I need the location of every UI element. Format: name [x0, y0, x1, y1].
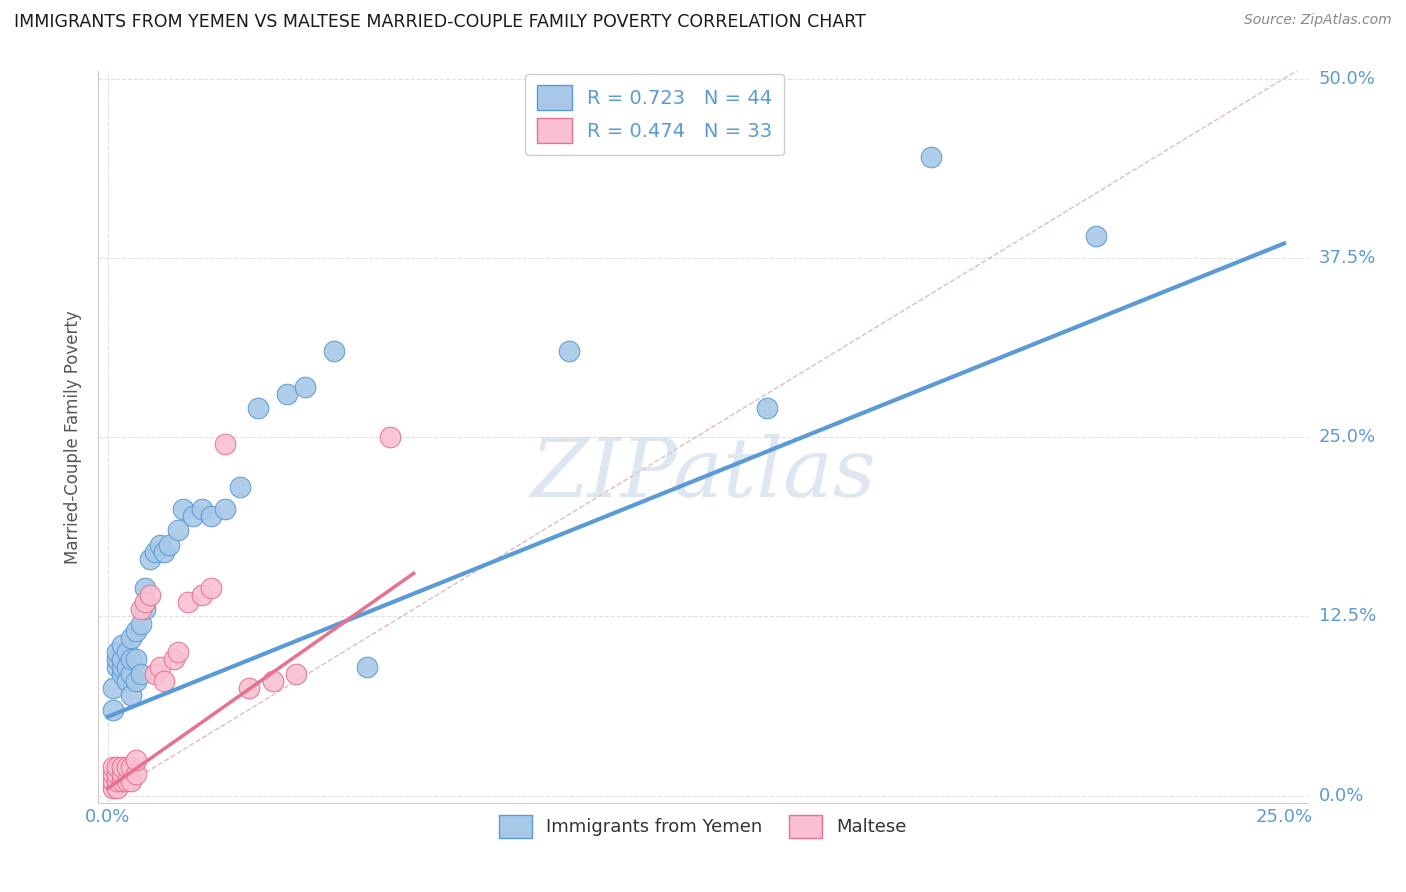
Point: [120, 774, 142, 789]
Point: [149, 538, 172, 552]
Point: [105, 652, 128, 666]
Point: [238, 681, 260, 695]
Point: [105, 774, 128, 789]
Point: [115, 760, 138, 774]
Y-axis label: Married-Couple Family Poverty: Married-Couple Family Poverty: [65, 310, 83, 564]
Point: [111, 760, 134, 774]
Text: 0.0%: 0.0%: [1319, 787, 1364, 805]
Point: [157, 538, 180, 552]
Point: [285, 666, 308, 681]
Text: IMMIGRANTS FROM YEMEN VS MALTESE MARRIED-COUPLE FAMILY POVERTY CORRELATION CHART: IMMIGRANTS FROM YEMEN VS MALTESE MARRIED…: [14, 13, 866, 31]
Point: [139, 588, 162, 602]
Point: [755, 401, 778, 416]
Point: [378, 430, 401, 444]
Point: [191, 588, 214, 602]
Point: [129, 616, 152, 631]
Point: [105, 781, 128, 796]
Point: [115, 659, 138, 673]
Point: [115, 673, 138, 688]
Point: [129, 666, 152, 681]
Point: [115, 774, 138, 789]
Point: [125, 624, 148, 638]
Point: [153, 673, 176, 688]
Point: [143, 545, 166, 559]
Point: [111, 666, 134, 681]
Point: [105, 767, 128, 781]
Point: [191, 501, 214, 516]
Point: [276, 387, 298, 401]
Point: [125, 767, 148, 781]
Text: 12.5%: 12.5%: [1319, 607, 1376, 625]
Point: [322, 344, 344, 359]
Point: [111, 774, 134, 789]
Point: [101, 774, 124, 789]
Text: 50.0%: 50.0%: [1319, 70, 1375, 87]
Point: [172, 501, 194, 516]
Point: [105, 659, 128, 673]
Point: [200, 508, 222, 523]
Point: [200, 581, 222, 595]
Point: [101, 702, 124, 716]
Point: [163, 652, 186, 666]
Point: [115, 645, 138, 659]
Point: [228, 480, 250, 494]
Point: [101, 767, 124, 781]
Point: [1084, 229, 1107, 244]
Point: [125, 652, 148, 666]
Point: [262, 673, 284, 688]
Point: [134, 581, 156, 595]
Point: [120, 688, 142, 702]
Point: [214, 501, 236, 516]
Point: [111, 767, 134, 781]
Text: Source: ZipAtlas.com: Source: ZipAtlas.com: [1244, 13, 1392, 28]
Point: [111, 659, 134, 673]
Point: [139, 552, 162, 566]
Point: [920, 150, 942, 164]
Point: [214, 437, 236, 451]
Point: [294, 380, 316, 394]
Point: [120, 666, 142, 681]
Point: [134, 595, 156, 609]
Point: [101, 681, 124, 695]
Legend: Immigrants from Yemen, Maltese: Immigrants from Yemen, Maltese: [492, 807, 914, 845]
Point: [111, 638, 134, 652]
Point: [134, 602, 156, 616]
Point: [120, 760, 142, 774]
Point: [101, 760, 124, 774]
Point: [167, 645, 190, 659]
Point: [153, 545, 176, 559]
Point: [558, 344, 581, 359]
Text: 25.0%: 25.0%: [1319, 428, 1376, 446]
Point: [111, 652, 134, 666]
Point: [125, 753, 148, 767]
Point: [105, 645, 128, 659]
Point: [177, 595, 200, 609]
Point: [356, 659, 378, 673]
Point: [125, 673, 148, 688]
Point: [167, 524, 190, 538]
Point: [143, 666, 166, 681]
Point: [129, 602, 152, 616]
Point: [181, 508, 204, 523]
Point: [149, 659, 172, 673]
Point: [120, 652, 142, 666]
Point: [247, 401, 270, 416]
Point: [101, 781, 124, 796]
Text: 37.5%: 37.5%: [1319, 249, 1376, 267]
Point: [105, 760, 128, 774]
Text: ZIPatlas: ZIPatlas: [530, 434, 876, 514]
Point: [120, 631, 142, 645]
